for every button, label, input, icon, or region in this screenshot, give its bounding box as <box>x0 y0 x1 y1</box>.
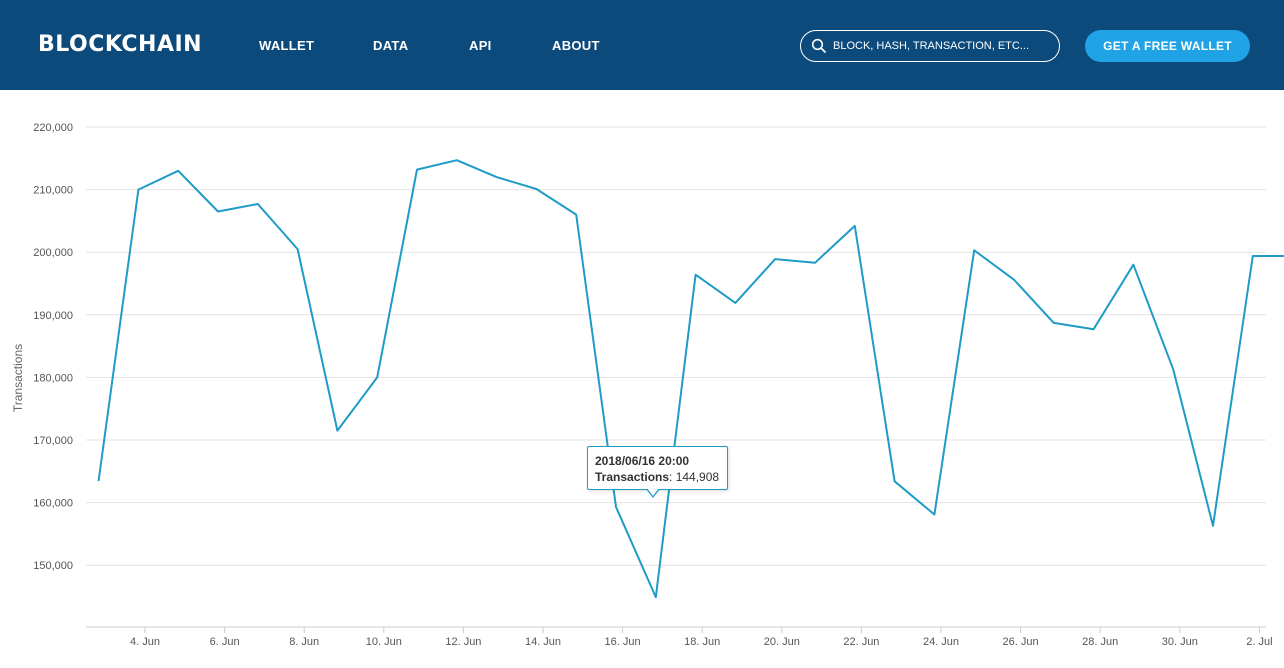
data-point[interactable] <box>774 258 776 260</box>
data-point[interactable] <box>217 210 219 213</box>
x-tick-label: 2. Jul <box>1246 636 1272 648</box>
data-point[interactable] <box>297 248 299 250</box>
nav-wallet[interactable]: WALLET <box>259 38 315 53</box>
data-point[interactable] <box>933 513 936 516</box>
tooltip-separator: : <box>669 470 676 484</box>
data-point[interactable] <box>1013 279 1015 281</box>
data-tooltip: 2018/06/16 20:00 Transactions: 144,908 <box>587 446 728 490</box>
y-tick-label: 180,000 <box>33 372 73 384</box>
y-tick-label: 170,000 <box>33 435 73 447</box>
tooltip-pointer-inner <box>647 488 659 496</box>
y-tick-label: 160,000 <box>33 498 73 510</box>
brand-logo[interactable]: BLOCKCHAIN <box>38 32 203 57</box>
data-point[interactable] <box>416 169 418 171</box>
x-tick-label: 10. Jun <box>366 636 402 648</box>
y-tick-label: 150,000 <box>33 560 73 572</box>
data-point[interactable] <box>695 274 697 276</box>
x-tick-label: 24. Jun <box>923 636 959 648</box>
x-tick-label: 6. Jun <box>210 636 240 648</box>
x-tick-label: 18. Jun <box>684 636 720 648</box>
series-line <box>97 159 1284 599</box>
data-point[interactable] <box>1252 255 1254 257</box>
x-tick-label: 12. Jun <box>445 636 481 648</box>
x-tick-label: 8. Jun <box>289 636 319 648</box>
y-tick-label: 210,000 <box>33 185 73 197</box>
data-point[interactable] <box>1053 322 1055 324</box>
data-point[interactable] <box>1172 368 1174 370</box>
nav-api[interactable]: API <box>469 38 492 53</box>
tooltip-row: Transactions: 144,908 <box>595 469 720 485</box>
get-free-wallet-button[interactable]: GET A FREE WALLET <box>1085 30 1250 62</box>
series-layer <box>97 159 1284 599</box>
x-tick-label: 26. Jun <box>1003 636 1039 648</box>
data-point[interactable] <box>973 249 975 251</box>
x-tick-label: 28. Jun <box>1082 636 1118 648</box>
x-tick-label: 20. Jun <box>764 636 800 648</box>
data-point[interactable] <box>734 302 737 304</box>
data-point[interactable] <box>615 506 617 508</box>
transactions-chart[interactable]: 150,000 160,000 170,000 180,000 190,000 200,0… <box>0 90 1284 668</box>
x-tick-label: 22. Jun <box>843 636 879 648</box>
data-point[interactable] <box>575 214 577 216</box>
chart-area: 150,000 160,000 170,000 180,000 190,000 200,0… <box>0 90 1284 668</box>
data-point[interactable] <box>137 189 139 191</box>
y-tick-label: 190,000 <box>33 310 73 322</box>
data-point[interactable] <box>177 170 179 172</box>
tooltip-value: 144,908 <box>675 470 720 484</box>
x-tick-label: 14. Jun <box>525 636 561 648</box>
data-point[interactable] <box>98 480 100 482</box>
data-point[interactable] <box>336 430 338 432</box>
grid-lines <box>86 126 1266 566</box>
x-tick-label: 16. Jun <box>605 636 641 648</box>
data-point[interactable] <box>1093 328 1095 330</box>
x-axis: 4. Jun 6. Jun 8. Jun 10. Jun 12. Jun 14. Jun 1… <box>86 626 1273 648</box>
data-point[interactable] <box>456 159 458 161</box>
data-point[interactable] <box>1212 525 1214 527</box>
x-tick-label: 4. Jun <box>130 636 160 648</box>
search-icon <box>811 38 826 53</box>
top-navbar: BLOCKCHAIN WALLET DATA API ABOUT GET A F… <box>0 0 1284 90</box>
nav-about[interactable]: ABOUT <box>552 38 600 53</box>
data-point[interactable] <box>814 262 816 264</box>
tooltip-label: Transactions <box>595 470 670 484</box>
data-point[interactable] <box>496 176 498 178</box>
search-box[interactable] <box>800 30 1060 62</box>
data-point[interactable] <box>376 376 378 378</box>
tooltip-date: 2018/06/16 20:00 <box>595 454 690 468</box>
data-point[interactable] <box>854 225 856 227</box>
data-point[interactable] <box>1132 264 1134 266</box>
search-input[interactable] <box>833 37 1053 55</box>
y-tick-label: 200,000 <box>33 247 73 259</box>
y-axis-ticks: 150,000 160,000 170,000 180,000 190,000 200,0… <box>33 122 73 572</box>
y-axis-title: Transactions <box>11 344 25 412</box>
data-point[interactable] <box>535 188 538 190</box>
data-point[interactable] <box>257 203 259 205</box>
x-tick-label: 30. Jun <box>1162 636 1198 648</box>
data-point[interactable] <box>655 596 657 598</box>
y-tick-label: 220,000 <box>33 122 73 134</box>
data-point[interactable] <box>894 480 896 482</box>
nav-data[interactable]: DATA <box>373 38 409 53</box>
